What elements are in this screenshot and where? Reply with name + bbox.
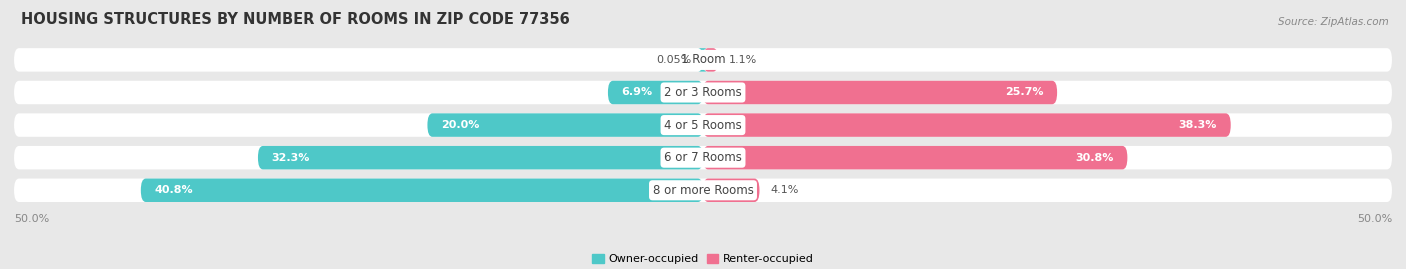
FancyBboxPatch shape [703, 179, 759, 202]
FancyBboxPatch shape [703, 48, 718, 72]
Text: 32.3%: 32.3% [271, 153, 311, 163]
Text: 4.1%: 4.1% [770, 185, 799, 195]
FancyBboxPatch shape [14, 113, 1392, 137]
Text: Source: ZipAtlas.com: Source: ZipAtlas.com [1278, 17, 1389, 27]
Legend: Owner-occupied, Renter-occupied: Owner-occupied, Renter-occupied [588, 249, 818, 269]
Text: HOUSING STRUCTURES BY NUMBER OF ROOMS IN ZIP CODE 77356: HOUSING STRUCTURES BY NUMBER OF ROOMS IN… [21, 12, 569, 27]
Text: 0.05%: 0.05% [657, 55, 692, 65]
Text: 1 Room: 1 Room [681, 54, 725, 66]
FancyBboxPatch shape [14, 48, 1392, 72]
FancyBboxPatch shape [14, 179, 1392, 202]
Text: 30.8%: 30.8% [1076, 153, 1114, 163]
FancyBboxPatch shape [703, 81, 1057, 104]
Text: 6 or 7 Rooms: 6 or 7 Rooms [664, 151, 742, 164]
Text: 1.1%: 1.1% [730, 55, 758, 65]
FancyBboxPatch shape [703, 146, 1128, 169]
FancyBboxPatch shape [607, 81, 703, 104]
FancyBboxPatch shape [14, 146, 1392, 169]
Text: 38.3%: 38.3% [1178, 120, 1218, 130]
FancyBboxPatch shape [141, 179, 703, 202]
FancyBboxPatch shape [703, 113, 1230, 137]
Text: 25.7%: 25.7% [1005, 87, 1043, 97]
Text: 2 or 3 Rooms: 2 or 3 Rooms [664, 86, 742, 99]
Text: 50.0%: 50.0% [14, 214, 49, 224]
FancyBboxPatch shape [14, 81, 1392, 104]
FancyBboxPatch shape [697, 48, 707, 72]
Text: 4 or 5 Rooms: 4 or 5 Rooms [664, 119, 742, 132]
FancyBboxPatch shape [427, 113, 703, 137]
FancyBboxPatch shape [257, 146, 703, 169]
Text: 50.0%: 50.0% [1357, 214, 1392, 224]
Text: 6.9%: 6.9% [621, 87, 652, 97]
Text: 20.0%: 20.0% [441, 120, 479, 130]
Text: 40.8%: 40.8% [155, 185, 193, 195]
Text: 8 or more Rooms: 8 or more Rooms [652, 184, 754, 197]
